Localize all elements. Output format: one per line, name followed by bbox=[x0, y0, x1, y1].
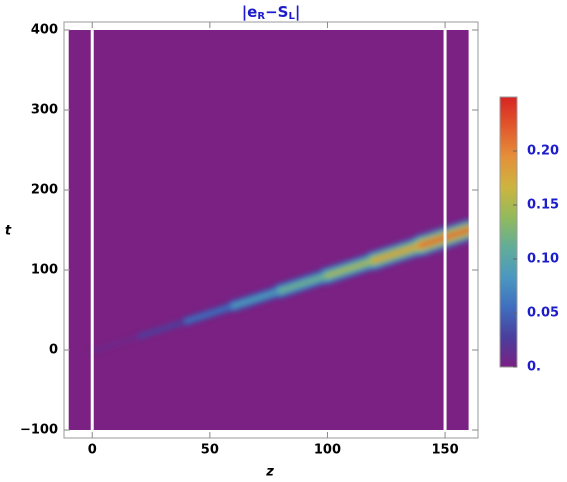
y-tick-label: 100 bbox=[31, 263, 58, 278]
colorbar bbox=[499, 96, 518, 368]
colorbar-tick-label: 0.10 bbox=[527, 252, 559, 267]
density-band bbox=[371, 242, 425, 264]
chart-title: |eR−SL| bbox=[242, 3, 301, 23]
y-tick-label: −100 bbox=[20, 423, 58, 438]
title-part: R bbox=[257, 11, 265, 22]
x-tick-label: 100 bbox=[314, 443, 341, 458]
density-band bbox=[184, 304, 235, 323]
density-layer bbox=[89, 218, 469, 355]
y-tick-label: 200 bbox=[31, 183, 58, 198]
density-band bbox=[138, 320, 188, 338]
title-part: | bbox=[295, 3, 300, 22]
y-tick-label: 300 bbox=[31, 103, 58, 118]
title-part: −S bbox=[265, 3, 288, 21]
density-band bbox=[278, 273, 330, 293]
density-band bbox=[91, 335, 140, 353]
density-band bbox=[231, 289, 283, 308]
x-tick-label: 0 bbox=[88, 443, 97, 458]
x-axis-label: z bbox=[265, 465, 274, 480]
colorbar-tick-label: 0.05 bbox=[527, 306, 559, 321]
title-part: |e bbox=[242, 3, 258, 22]
colorbar-tick-label: 0.15 bbox=[527, 198, 559, 213]
density-band bbox=[325, 258, 377, 278]
y-tick-label: 400 bbox=[31, 23, 58, 38]
colorbar-tick-label: 0.20 bbox=[527, 144, 559, 159]
x-tick-label: 150 bbox=[431, 443, 458, 458]
plot-frame bbox=[63, 21, 479, 439]
title-part: L bbox=[288, 11, 295, 22]
y-axis-label: t bbox=[5, 224, 12, 239]
x-tick-label: 50 bbox=[201, 443, 219, 458]
y-tick-label: 0 bbox=[49, 343, 58, 358]
plot-background bbox=[68, 30, 469, 430]
colorbar-tick-label: 0. bbox=[527, 360, 541, 375]
